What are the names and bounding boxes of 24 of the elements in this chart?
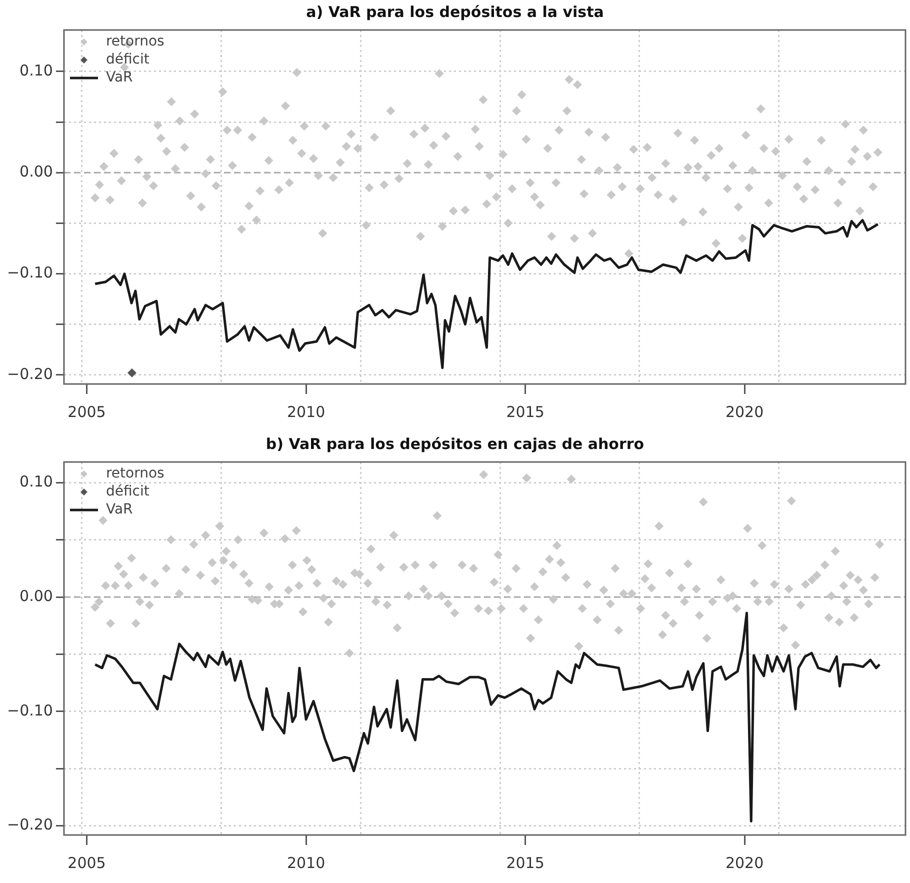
x-tick-label: 2005 (68, 854, 106, 872)
y-tick-label: −0.20 (7, 816, 53, 834)
y-tick-label: 0.00 (20, 162, 53, 180)
legend-label: VaR (106, 502, 134, 518)
x-tick-label: 2020 (725, 402, 764, 421)
x-tick-label: 2010 (286, 854, 326, 872)
y-tick-label: 0.00 (20, 586, 53, 605)
x-tick-label: 2015 (506, 402, 544, 421)
x-tick-label: 2005 (68, 402, 106, 421)
legend-label: retornos (106, 466, 164, 482)
chart-title: a) VaR para los depósitos a la vista (306, 2, 604, 21)
legend-label: VaR (106, 70, 134, 86)
chart-title: b) VaR para los depósitos en cajas de ahorro (266, 434, 644, 453)
x-tick-label: 2015 (506, 854, 544, 872)
x-tick-label: 2010 (286, 402, 326, 421)
y-tick-label: 0.10 (20, 472, 53, 490)
x-tick-label: 2020 (725, 854, 764, 872)
y-tick-label: −0.20 (7, 364, 53, 383)
legend-label: retornos (106, 34, 164, 50)
legend-label: déficit (106, 484, 150, 500)
y-tick-label: −0.10 (7, 264, 53, 282)
y-tick-label: 0.10 (20, 61, 53, 80)
y-tick-label: −0.10 (7, 701, 53, 720)
legend-label: déficit (106, 52, 150, 68)
